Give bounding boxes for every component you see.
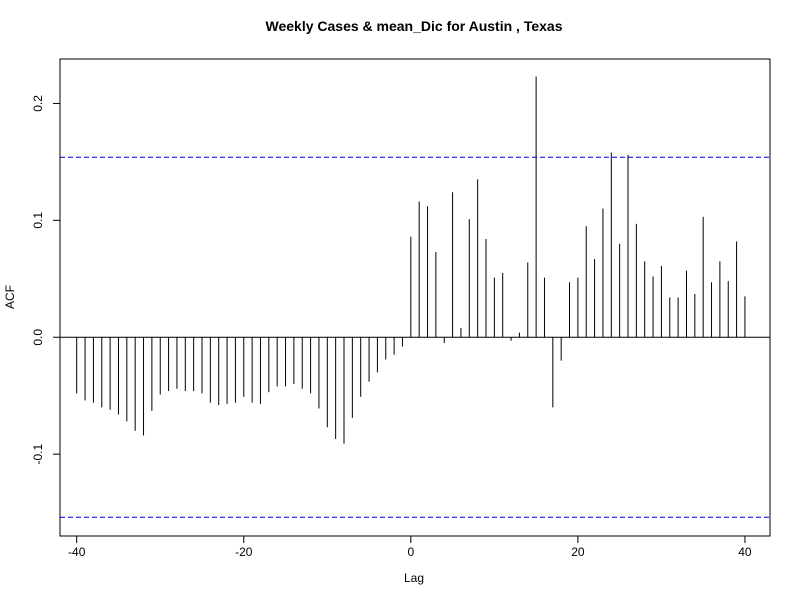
x-tick-label: -40 <box>68 545 86 559</box>
y-axis-label: ACF <box>3 285 17 309</box>
chart-title: Weekly Cases & mean_Dic for Austin , Tex… <box>266 18 563 34</box>
x-tick-label: -20 <box>235 545 253 559</box>
y-tick-label: 0.2 <box>31 95 45 112</box>
x-axis: -40 -20 0 20 40 <box>68 535 752 559</box>
confidence-bounds <box>60 156 770 518</box>
x-axis-label: Lag <box>404 571 424 585</box>
y-axis: -0.1 0.0 0.1 0.2 <box>31 95 61 465</box>
y-tick-label: 0.1 <box>31 212 45 229</box>
y-tick-label: 0.0 <box>31 329 45 346</box>
acf-bars <box>76 76 746 444</box>
x-tick-label: 20 <box>571 545 585 559</box>
y-tick-label: -0.1 <box>31 444 45 465</box>
x-tick-label: 40 <box>738 545 752 559</box>
x-tick-label: 0 <box>407 545 414 559</box>
plot-frame <box>59 58 771 537</box>
